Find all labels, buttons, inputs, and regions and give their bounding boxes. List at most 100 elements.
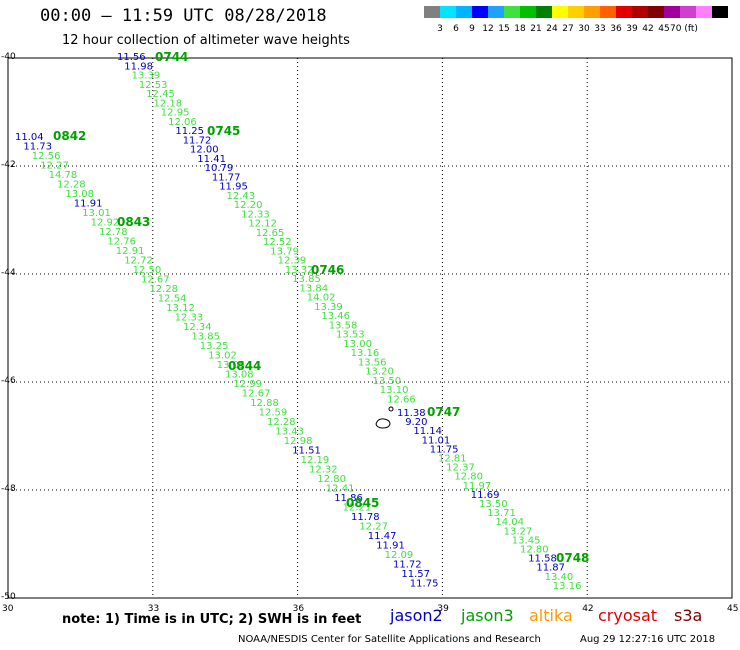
swh-value: 12.80 [317,474,346,485]
swh-value: 12.34 [183,322,212,333]
swh-value: 11.38 [397,408,426,419]
legend-swatch [696,6,712,18]
swh-value: 13.56 [358,357,387,368]
swh-value: 13.53 [336,330,365,341]
swh-value: 11.95 [219,182,248,193]
lon-tick-label: 45 [727,604,739,614]
satellite-label-cryosat: cryosat [598,606,658,625]
swh-value: 12.45 [146,89,175,100]
swh-value: 13.27 [504,526,533,537]
swh-value: 13.50 [373,376,402,387]
swh-value: 12.41 [326,484,355,495]
swh-value: 13.39 [314,302,343,313]
legend-label: 12 [482,24,494,34]
legend-label: 33 [594,24,606,34]
pass-time-label: 0843 [117,215,150,229]
swh-value: 12.32 [309,465,338,476]
swh-value: 12.67 [141,275,170,286]
legend-swatch [600,6,616,18]
swh-value: 12.18 [154,98,183,109]
pass-time-label: 0845 [346,496,379,510]
swh-value: 11.01 [422,435,451,446]
swh-value: 11.04 [15,132,44,143]
pass-time-label: 0747 [427,405,460,419]
swh-value: 12.67 [242,389,271,400]
legend-swatch [568,6,584,18]
swh-value: 11.58 [528,554,557,565]
swh-value: 12.28 [267,417,296,428]
swh-value: 12.28 [57,180,86,191]
legend-swatch [456,6,472,18]
swh-value: 12.54 [158,294,187,305]
swh-value: 13.12 [166,303,195,314]
swh-value: 13.00 [343,339,372,350]
swh-value: 13.43 [275,427,304,438]
pass-time-label: 0844 [228,359,261,373]
legend-label: 18 [514,24,526,34]
lon-tick-label: 42 [582,604,594,614]
satellite-label-s3a: s3a [674,606,703,625]
swh-value: 12.12 [248,219,277,230]
swh-value: 13.08 [225,370,254,381]
swh-value: 12.95 [161,108,190,119]
swh-value: 11.91 [74,199,103,210]
satellite-label-jason3: jason3 [461,606,514,625]
legend-swatch [712,6,728,18]
island-outline [375,418,391,429]
swh-value: 12.39 [278,256,307,267]
lat-tick-label: -44 [1,268,16,278]
swh-value: 12.27 [40,161,69,172]
swh-value: 14.04 [495,517,524,528]
timestamp-text: Aug 29 12:27:16 UTC 2018 [580,634,716,645]
swh-value: 12.99 [233,379,262,390]
legend-label: 6 [453,24,459,34]
pass-time-label: 0748 [556,551,589,565]
swh-value: 11.75 [410,579,439,590]
swh-value: 12.91 [116,246,145,257]
pass-time-label: 0744 [155,50,188,64]
swh-value: 13.85 [292,274,321,285]
swh-value: 12.33 [241,209,270,220]
island-dot [388,406,394,412]
lon-tick-label: 33 [147,604,160,614]
swh-value: 11.73 [23,142,52,153]
swh-value: 13.25 [200,341,229,352]
swh-value: 12.06 [168,117,197,128]
legend-label: 24 [546,24,558,34]
swh-value: 13.71 [487,508,516,519]
legend-label: 39 [626,24,638,34]
swh-value: 13.85 [191,332,220,343]
map-frame [7,57,733,599]
legend-swatch [552,6,568,18]
swh-value: 13.02 [208,351,237,362]
legend-swatch [680,6,696,18]
lon-tick-label: 36 [292,604,305,614]
legend-label: 21 [530,24,542,34]
legend-label: 70 (ft) [670,24,698,34]
swh-value: 12.27 [359,522,388,533]
swh-value: 13.16 [351,348,380,359]
swh-value: 13.16 [553,581,582,592]
swh-value: 12.52 [263,237,292,248]
swh-value: 13.08 [65,189,94,200]
swh-value: 11.47 [368,531,397,542]
swh-value: 14.02 [307,293,336,304]
legend-swatch [616,6,632,18]
legend-swatch [664,6,680,18]
legend-swatch [472,6,488,18]
swh-value: 12.65 [256,228,285,239]
swh-value: 12.88 [250,398,279,409]
swh-value: 12.59 [259,408,288,419]
legend-label: 30 [578,24,590,34]
swh-value: 12.80 [520,545,549,556]
swh-value: 11.72 [183,135,212,146]
swh-value: 12.78 [99,227,128,238]
swh-value: 13.40 [545,572,574,583]
swh-value: 12.66 [387,394,416,405]
satellite-label-altika: altika [529,606,573,625]
lat-tick-label: -46 [1,376,16,386]
lat-tick-label: -40 [1,52,16,62]
legend-label: 15 [498,24,510,34]
legend-label: 36 [610,24,622,34]
